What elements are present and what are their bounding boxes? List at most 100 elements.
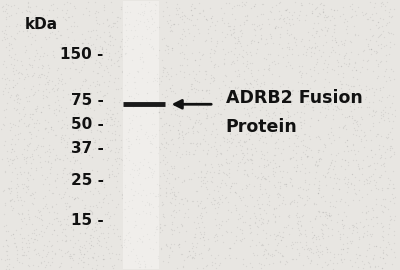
Point	[63, 239, 69, 243]
Point	[193, 245, 200, 249]
Point	[389, 192, 396, 197]
Point	[61, 2, 68, 7]
Point	[128, 72, 134, 76]
Point	[341, 54, 348, 59]
Point	[114, 124, 120, 128]
Point	[78, 68, 84, 72]
Point	[85, 104, 92, 108]
Point	[274, 243, 280, 247]
Point	[370, 18, 376, 22]
Point	[242, 209, 249, 213]
Point	[381, 118, 387, 122]
Point	[25, 187, 32, 191]
Point	[46, 239, 52, 243]
Point	[209, 201, 215, 206]
Point	[126, 128, 132, 132]
Point	[264, 174, 271, 178]
Point	[21, 253, 27, 257]
Point	[379, 234, 385, 239]
Point	[304, 194, 310, 198]
Point	[114, 25, 120, 29]
Point	[163, 190, 169, 195]
Point	[190, 125, 196, 130]
Point	[93, 8, 99, 13]
Point	[215, 64, 221, 68]
Point	[240, 77, 247, 82]
Point	[186, 72, 192, 76]
Point	[220, 78, 226, 83]
Point	[192, 120, 198, 124]
Point	[23, 67, 30, 71]
Point	[50, 228, 57, 232]
Point	[139, 33, 145, 38]
Point	[245, 66, 252, 70]
Point	[118, 156, 124, 161]
Point	[298, 232, 304, 236]
Point	[340, 224, 347, 228]
Point	[319, 228, 325, 232]
Point	[289, 226, 296, 230]
Point	[368, 46, 374, 51]
Point	[200, 181, 206, 185]
Point	[30, 263, 36, 267]
Point	[170, 106, 176, 110]
Point	[162, 162, 168, 166]
Point	[258, 216, 264, 220]
Point	[358, 114, 365, 119]
Point	[124, 72, 130, 77]
Point	[122, 52, 129, 56]
Point	[46, 182, 53, 186]
Point	[12, 141, 18, 146]
Point	[382, 261, 389, 265]
Point	[24, 185, 31, 189]
Point	[160, 36, 167, 40]
Point	[356, 167, 362, 172]
Point	[384, 232, 391, 236]
Point	[243, 64, 250, 68]
Point	[261, 163, 268, 167]
Point	[72, 87, 78, 92]
Point	[274, 93, 281, 97]
Point	[96, 239, 102, 243]
Point	[309, 11, 316, 15]
Point	[20, 252, 26, 257]
Point	[124, 88, 130, 92]
Point	[264, 158, 270, 163]
Point	[183, 152, 189, 156]
Point	[104, 106, 110, 110]
Point	[390, 195, 396, 200]
Point	[302, 231, 308, 236]
Point	[143, 50, 149, 54]
Point	[390, 94, 397, 99]
Point	[386, 198, 393, 203]
Point	[44, 159, 51, 163]
Point	[272, 170, 278, 175]
Point	[361, 130, 367, 134]
Point	[178, 197, 184, 201]
Point	[142, 132, 148, 136]
Point	[289, 183, 295, 187]
Point	[21, 236, 27, 241]
Point	[110, 96, 117, 100]
Point	[247, 133, 253, 137]
Point	[22, 50, 29, 55]
Point	[324, 171, 330, 175]
Point	[68, 264, 74, 269]
Point	[87, 208, 94, 212]
Point	[152, 230, 158, 235]
Point	[139, 199, 145, 203]
Point	[40, 63, 46, 68]
Point	[154, 145, 160, 149]
Point	[224, 161, 230, 165]
Point	[260, 228, 266, 232]
Point	[64, 92, 71, 96]
Point	[260, 1, 266, 6]
Point	[344, 180, 351, 184]
Point	[169, 103, 176, 107]
Point	[373, 180, 379, 184]
Point	[149, 141, 156, 146]
Point	[106, 51, 112, 56]
Point	[194, 221, 201, 226]
Point	[202, 128, 209, 132]
Point	[130, 35, 136, 39]
